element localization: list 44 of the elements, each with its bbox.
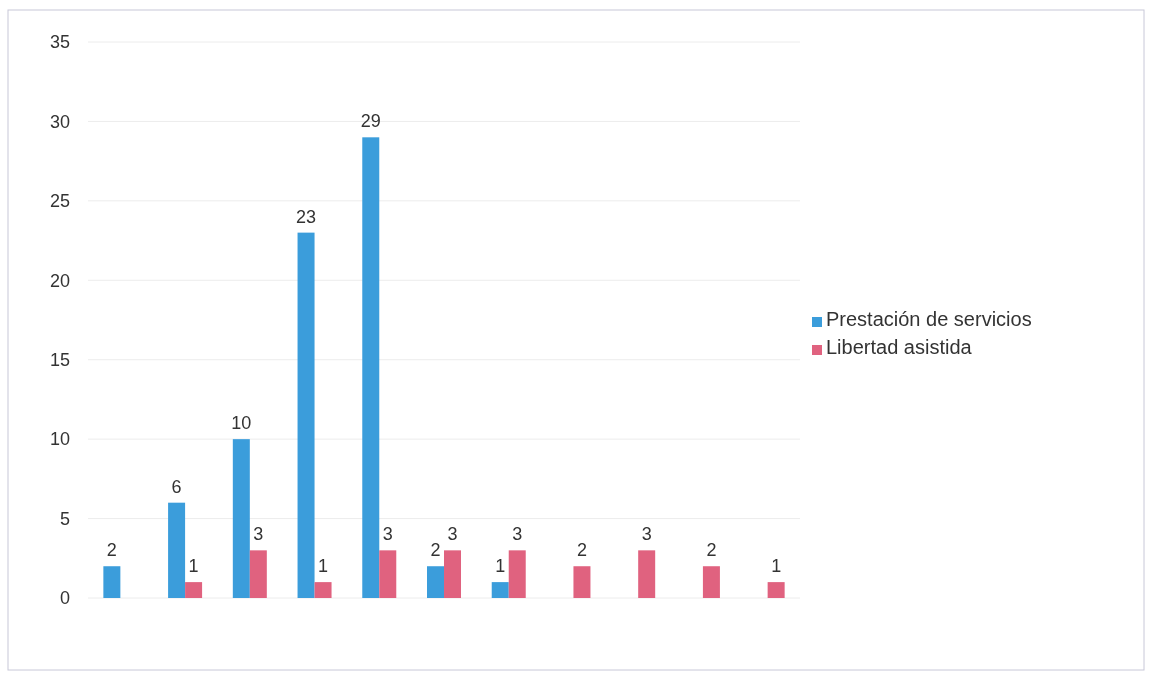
data-label: 23: [296, 206, 317, 227]
bar: [232, 439, 250, 598]
data-label: 6: [171, 476, 182, 497]
data-label: 2: [576, 540, 587, 561]
bar: [379, 550, 397, 598]
bar: [508, 550, 526, 598]
data-label: 1: [188, 556, 199, 577]
data-label: 3: [253, 524, 264, 545]
data-label: 3: [641, 524, 652, 545]
data-label: 2: [106, 540, 117, 561]
data-label: 1: [771, 556, 782, 577]
y-tick-label: 10: [49, 429, 70, 450]
bar: [168, 502, 186, 598]
bar: [297, 232, 315, 598]
data-label: 3: [447, 524, 458, 545]
bar: [491, 582, 509, 598]
data-label: 29: [360, 111, 381, 132]
data-label: 10: [231, 413, 252, 434]
data-label: 2: [430, 540, 441, 561]
y-tick-label: 5: [59, 508, 70, 529]
y-tick-label: 30: [49, 111, 70, 132]
bar: [702, 566, 720, 598]
legend-label: Prestación de servicios: [826, 308, 1032, 330]
data-label: 2: [706, 540, 717, 561]
y-tick-label: 15: [49, 349, 70, 370]
bar: [249, 550, 267, 598]
bar: [444, 550, 461, 598]
y-tick-label: 20: [49, 270, 70, 291]
legend-label: Libertad asistida: [826, 336, 973, 358]
bar: [185, 582, 203, 598]
data-label: 1: [495, 556, 506, 577]
data-label: 1: [318, 556, 329, 577]
bar: [314, 582, 332, 598]
bar: [573, 566, 591, 598]
bar: [767, 582, 785, 598]
data-label: 3: [512, 524, 523, 545]
y-tick-label: 0: [59, 588, 70, 609]
y-tick-label: 25: [49, 191, 70, 212]
data-label: 3: [382, 524, 393, 545]
bar: [103, 566, 121, 598]
bar: [362, 137, 380, 598]
bar: [638, 550, 656, 598]
bar: [427, 566, 444, 598]
y-tick-label: 35: [49, 32, 70, 53]
